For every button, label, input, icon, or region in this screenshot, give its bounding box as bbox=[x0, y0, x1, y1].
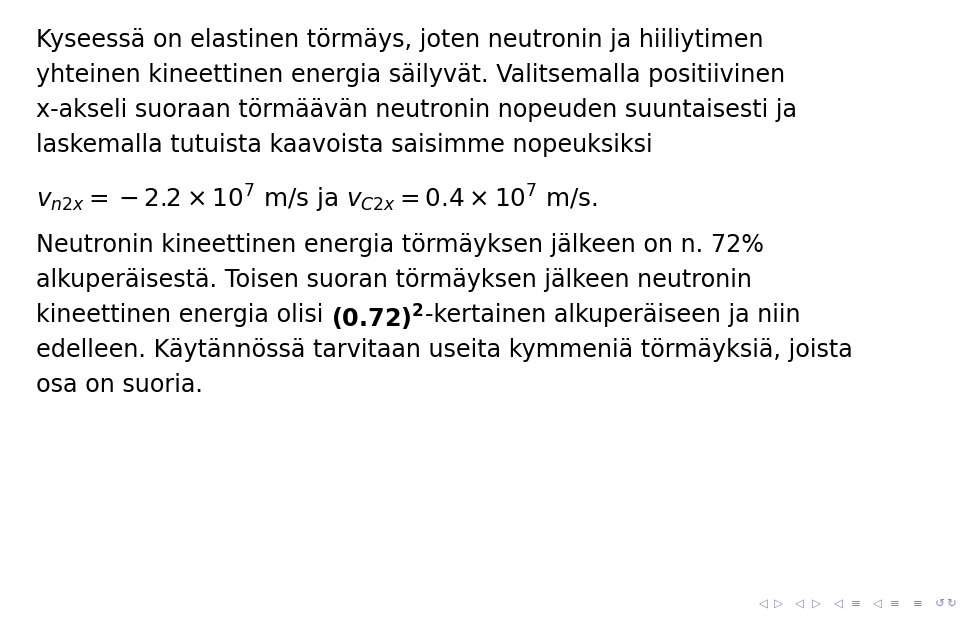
Text: $\lhd\ \rhd\ \ \lhd\ \rhd\ \ \lhd\ \equiv\ \ \lhd\ \equiv\ \ \equiv\ \ \circlear: $\lhd\ \rhd\ \ \lhd\ \rhd\ \ \lhd\ \equi… bbox=[758, 597, 958, 610]
Text: yhteinen kineettinen energia säilyvät. Valitsemalla positiivinen: yhteinen kineettinen energia säilyvät. V… bbox=[36, 63, 785, 87]
Text: osa on suoria.: osa on suoria. bbox=[36, 373, 204, 397]
Text: kineettinen energia olisi: kineettinen energia olisi bbox=[36, 303, 331, 327]
Text: $\mathbf{(0.72)^2}$: $\mathbf{(0.72)^2}$ bbox=[331, 303, 424, 333]
Text: Kyseessä on elastinen törmäys, joten neutronin ja hiiliytimen: Kyseessä on elastinen törmäys, joten neu… bbox=[36, 28, 764, 52]
Text: alkuperäisestä. Toisen suoran törmäyksen jälkeen neutronin: alkuperäisestä. Toisen suoran törmäyksen… bbox=[36, 268, 753, 292]
Text: x-akseli suoraan törmäävän neutronin nopeuden suuntaisesti ja: x-akseli suoraan törmäävän neutronin nop… bbox=[36, 98, 798, 122]
Text: $v_{n2x} = -2.2 \times 10^7\ \mathrm{m/s}\ \mathrm{ja}\ v_{C2x} = 0.4 \times 10^: $v_{n2x} = -2.2 \times 10^7\ \mathrm{m/s… bbox=[36, 183, 598, 215]
Text: Neutronin kineettinen energia törmäyksen jälkeen on n. 72%: Neutronin kineettinen energia törmäyksen… bbox=[36, 233, 764, 257]
Text: -kertainen alkuperäiseen ja niin: -kertainen alkuperäiseen ja niin bbox=[424, 303, 801, 327]
Text: edelleen. Käytännössä tarvitaan useita kymmeniä törmäyksiä, joista: edelleen. Käytännössä tarvitaan useita k… bbox=[36, 338, 853, 362]
Text: laskemalla tutuista kaavoista saisimme nopeuksiksi: laskemalla tutuista kaavoista saisimme n… bbox=[36, 133, 653, 157]
